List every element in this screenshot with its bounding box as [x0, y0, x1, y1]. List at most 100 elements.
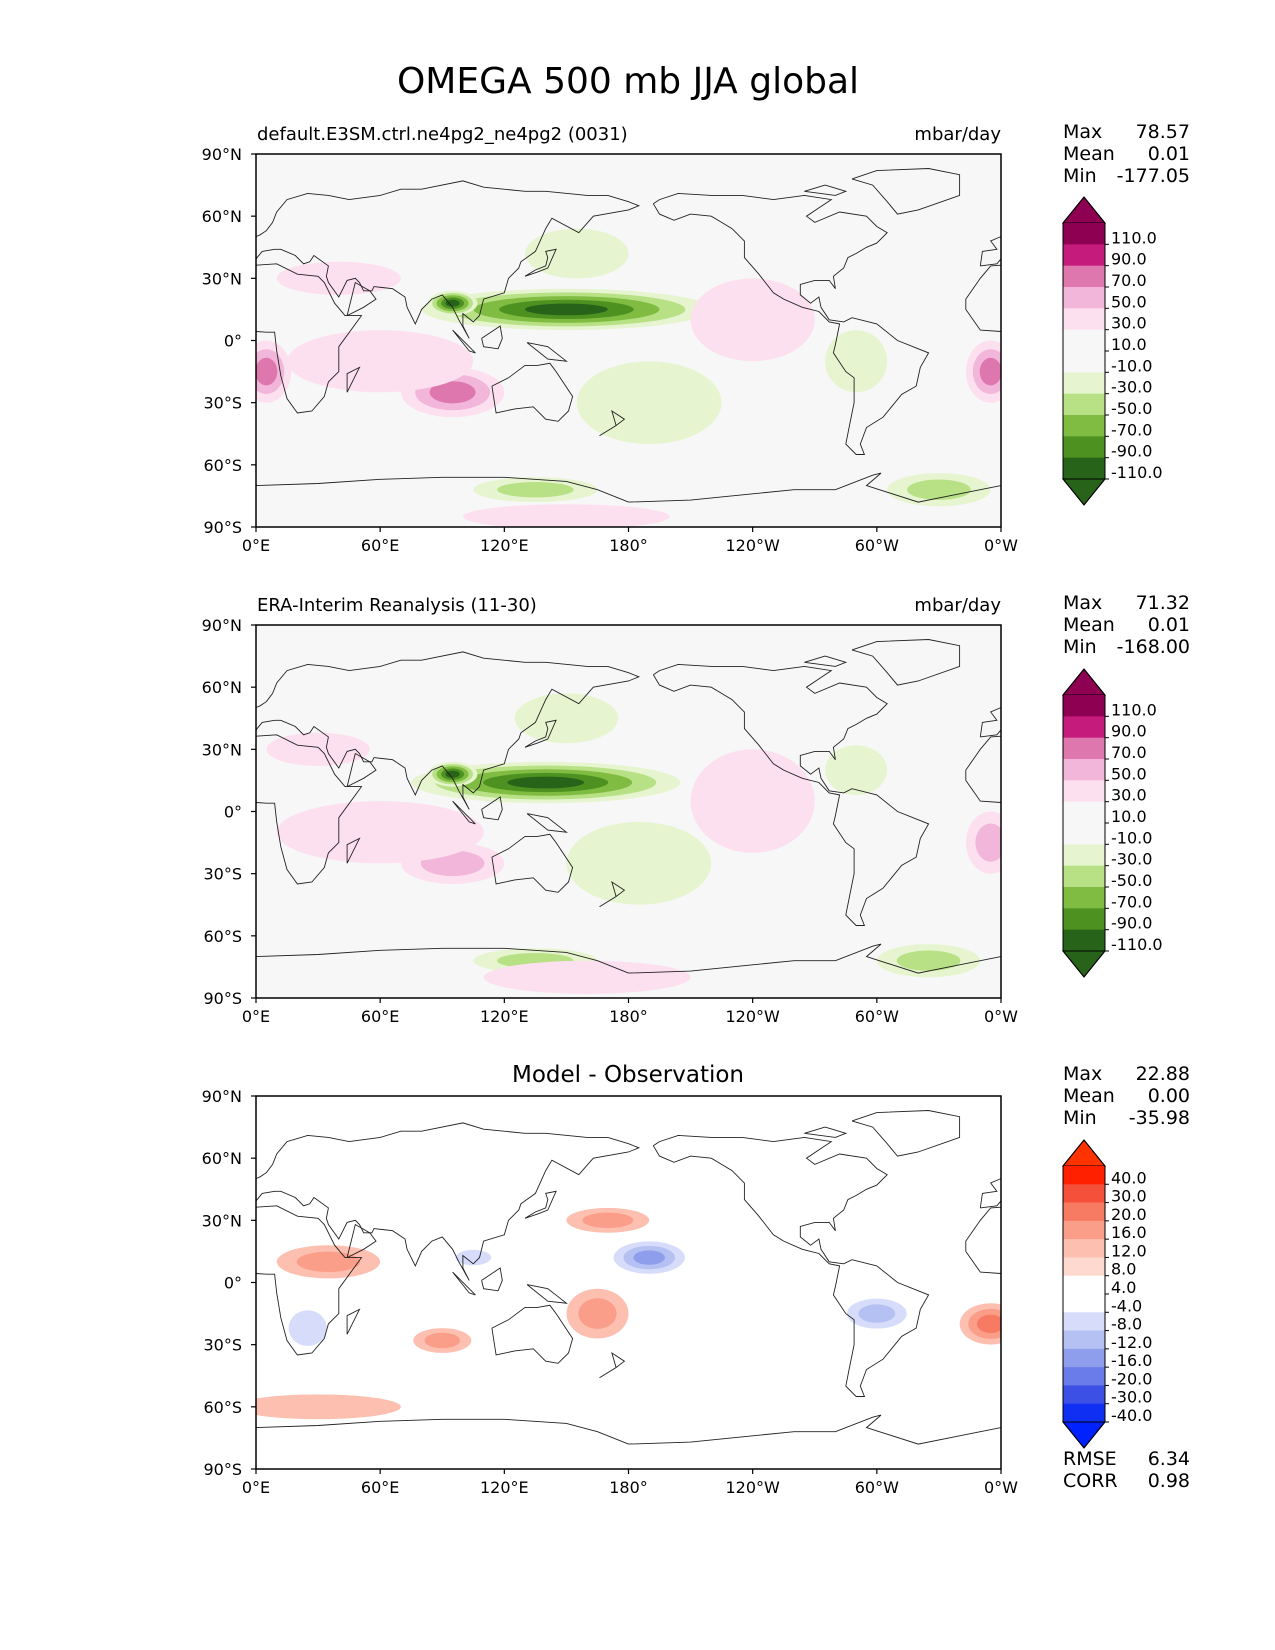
colorbar-tick-label: 40.0	[1111, 1168, 1147, 1187]
colorbar-segment	[1063, 244, 1105, 267]
x-tick-label: 60°E	[361, 1007, 399, 1026]
coastline	[452, 800, 476, 825]
coastline	[1198, 1272, 1221, 1295]
colorbar-tick-label: -110.0	[1111, 463, 1163, 482]
colorbar-segment	[1063, 759, 1105, 781]
coastline	[346, 281, 377, 317]
contour-region-negative	[576, 361, 722, 445]
colorbar-segment	[1063, 1367, 1105, 1386]
contour-region-positive	[429, 381, 476, 404]
colorbar-segment	[1063, 436, 1105, 459]
coastline	[1237, 363, 1275, 421]
coastline	[599, 409, 626, 437]
coastline	[1227, 1268, 1248, 1291]
colorbar-segment	[1063, 737, 1105, 760]
coastline	[256, 651, 641, 810]
coastline	[851, 639, 961, 686]
y-tick-label: 90°S	[203, 1460, 242, 1479]
stat-label: Max	[1063, 1063, 1102, 1085]
coastline	[0, 1135, 184, 1396]
colorbar-tick-label: -12.0	[1111, 1333, 1152, 1352]
y-tick-label: 60°N	[202, 207, 242, 226]
coastline	[256, 263, 363, 414]
x-tick-label: 120°E	[480, 536, 529, 555]
x-tick-label: 120°E	[480, 1478, 529, 1497]
colorbar-tick-label: 30.0	[1111, 1187, 1147, 1206]
colorbar-segment	[1063, 351, 1105, 373]
colorbar-extend-bottom	[1061, 1421, 1107, 1449]
map-axes: 0°E 60°E 120°E 180° 120°W 60°W 0°W 90°N 60°N 30°N…	[202, 616, 1019, 1026]
colorbar-segment	[1063, 1294, 1105, 1313]
stat-value: 22.88	[1136, 1063, 1190, 1085]
coastline	[491, 362, 574, 422]
colorbar: 110.0 90.0 70.0 50.0 30.0 10.0 -10.0 -30.0 -50.0…	[1061, 668, 1163, 978]
colorbar-tick-label: -50.0	[1111, 871, 1152, 890]
coastline	[1270, 1191, 1275, 1218]
stat-value: 71.32	[1136, 592, 1190, 614]
contour-region-negative	[411, 1431, 598, 1465]
panel-title-right: mbar/day	[914, 595, 1001, 616]
coastline	[526, 813, 568, 833]
coastlines	[59, 168, 1275, 503]
panel-title-right: mbar/day	[914, 124, 1001, 145]
coastlines	[0, 1110, 1275, 1445]
panel-title-left: ERA-Interim Reanalysis (11-30)	[257, 595, 537, 616]
y-tick-label: 0°	[224, 1274, 242, 1293]
contour-region-positive	[276, 261, 401, 295]
coastline	[256, 476, 629, 503]
coastline	[346, 1223, 377, 1259]
contour-region-negative	[825, 330, 888, 393]
coastline	[107, 1111, 215, 1157]
colorbar-tick-label: -70.0	[1111, 420, 1152, 439]
coastline	[804, 184, 848, 196]
stat-label: Max	[1063, 121, 1102, 143]
stat-label: Mean	[1063, 1085, 1115, 1107]
stats-block: Max 71.32 Mean 0.01 Min -168.00	[1063, 592, 1190, 658]
contour-region-negative	[445, 299, 460, 307]
contour-region-positive	[296, 1251, 361, 1273]
x-tick-label: 0°E	[242, 1007, 270, 1026]
colorbar-segment	[1063, 823, 1105, 845]
colorbar-segment	[1063, 887, 1105, 909]
colorbar-tick-label: 10.0	[1111, 807, 1147, 826]
x-tick-label: 0°W	[984, 1478, 1018, 1497]
contour-region-positive	[578, 1298, 617, 1329]
y-tick-label: 30°N	[202, 740, 242, 759]
coastline	[346, 752, 377, 788]
colorbar-extend-bottom	[1061, 950, 1107, 978]
colorbar-segment	[1063, 1275, 1105, 1295]
colorbar-segment	[1063, 1184, 1105, 1204]
y-tick-label: 30°S	[203, 1336, 242, 1355]
colorbar-segment	[1063, 1403, 1105, 1423]
colorbar-tick-label: -8.0	[1111, 1315, 1142, 1334]
x-tick-label: 60°W	[855, 536, 899, 555]
contour-region-positive	[287, 330, 474, 393]
coastline	[1270, 249, 1275, 276]
y-tick-label: 30°N	[202, 269, 242, 288]
stat-value: 0.00	[1148, 1085, 1190, 1107]
coastline	[256, 1418, 629, 1445]
colorbar-tick-label: 30.0	[1111, 786, 1147, 805]
colorbar-tick-label: 12.0	[1111, 1241, 1147, 1260]
y-tick-label: 60°N	[202, 1149, 242, 1168]
coastline	[452, 1271, 476, 1296]
contour-region-negative	[587, 1307, 753, 1341]
colorbar-tick-label: -10.0	[1111, 356, 1152, 375]
coastline	[107, 169, 215, 215]
coastline	[256, 734, 363, 885]
colorbar-segment	[1063, 695, 1105, 717]
contour-region-negative	[566, 821, 712, 905]
stat-label: Min	[1063, 165, 1097, 187]
contour-region-negative	[633, 1250, 665, 1265]
colorbar-tick-label: 8.0	[1111, 1260, 1136, 1279]
colorbar-tick-label: -30.0	[1111, 850, 1152, 869]
coastline	[59, 185, 100, 195]
coastline	[481, 796, 503, 821]
contour-region-positive	[582, 1212, 634, 1229]
colorbar-tick-label: -30.0	[1111, 378, 1152, 397]
y-tick-label: 90°S	[203, 518, 242, 537]
colorbar-tick-label: -16.0	[1111, 1351, 1152, 1370]
y-tick-label: 60°N	[202, 678, 242, 697]
coastline	[524, 1190, 557, 1219]
contour-region-positive	[690, 278, 815, 362]
